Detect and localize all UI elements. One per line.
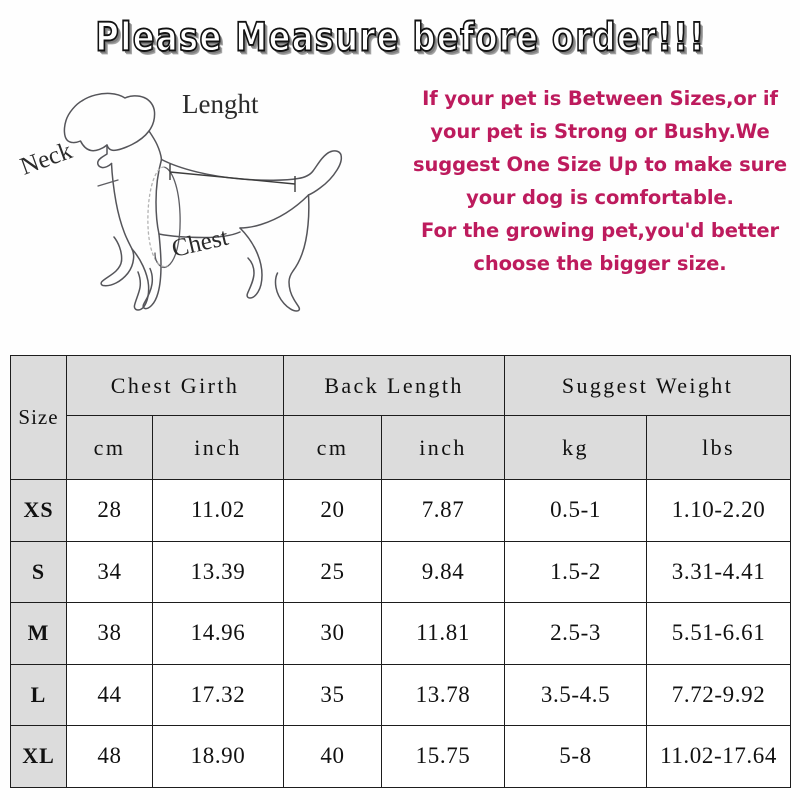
sizing-advice-note: If your pet is Between Sizes,or if your …	[404, 82, 796, 280]
cell-back-cm: 30	[283, 602, 383, 665]
cell-chest-cm: 28	[66, 479, 153, 542]
note-line-4: your dog is comfortable.	[466, 186, 734, 209]
cell-chest-cm: 38	[66, 602, 153, 665]
neck-label: Neck	[17, 137, 76, 181]
cell-back-inch: 13.78	[381, 663, 506, 726]
page-title: Please Measure before order!!!	[94, 13, 706, 61]
header-weight-kg: kg	[504, 415, 648, 480]
cell-back-cm: 40	[283, 725, 383, 788]
size-chart-table: Size Chest Girth Back Length Suggest Wei…	[10, 355, 792, 788]
cell-chest-inch: 18.90	[151, 725, 285, 788]
table-row: XS 28 11.02 20 7.87 0.5-1 1.10-2.20	[10, 479, 792, 542]
length-measure-bar	[169, 164, 296, 192]
cell-size: S	[10, 540, 67, 603]
cell-back-cm: 35	[283, 663, 383, 726]
dog-measurement-diagram: Lenght Neck Chest	[6, 62, 406, 337]
header-chest-cm: cm	[66, 415, 153, 480]
cell-size: XL	[10, 725, 67, 788]
cell-weight-kg: 0.5-1	[504, 479, 648, 542]
note-line-6: choose the bigger size.	[473, 252, 727, 275]
cell-back-inch: 9.84	[381, 540, 506, 603]
cell-chest-inch: 14.96	[151, 602, 285, 665]
table-body: XS 28 11.02 20 7.87 0.5-1 1.10-2.20 S 34…	[10, 479, 792, 788]
chest-girth-ellipse	[147, 166, 181, 269]
cell-weight-kg: 5-8	[504, 725, 648, 788]
cell-back-cm: 20	[283, 479, 383, 542]
length-label: Lenght	[182, 89, 259, 119]
note-line-3: suggest One Size Up to make sure	[412, 153, 788, 176]
cell-chest-cm: 44	[66, 663, 153, 726]
header-back-inch: inch	[381, 415, 506, 480]
cell-back-inch: 11.81	[381, 602, 506, 665]
cell-size: L	[10, 663, 67, 726]
cell-weight-kg: 1.5-2	[504, 540, 648, 603]
table-row: S 34 13.39 25 9.84 1.5-2 3.31-4.41	[10, 540, 792, 603]
header-back-cm: cm	[283, 415, 383, 480]
cell-size: M	[10, 602, 67, 665]
cell-weight-lbs: 1.10-2.20	[646, 479, 792, 542]
header-back-length: Back Length	[283, 355, 506, 416]
table-row: XL 48 18.90 40 15.75 5-8 11.02-17.64	[10, 725, 792, 788]
header-weight-lbs: lbs	[646, 415, 792, 480]
cell-back-inch: 7.87	[381, 479, 506, 542]
note-line-2: your pet is Strong or Bushy.We	[430, 120, 770, 143]
dog-belly-line	[142, 158, 263, 310]
cell-weight-kg: 3.5-4.5	[504, 663, 648, 726]
table-header-group-row: Size Chest Girth Back Length Suggest Wei…	[10, 355, 792, 480]
cell-chest-inch: 11.02	[151, 479, 285, 542]
note-line-1: If your pet is Between Sizes,or if	[422, 87, 778, 110]
dog-back-line	[160, 150, 343, 312]
cell-weight-lbs: 3.31-4.41	[646, 540, 792, 603]
header-chest-inch: inch	[151, 415, 285, 480]
table-header-unit-row: cm inch cm inch kg lbs	[11, 415, 792, 480]
header-size: Size	[10, 355, 67, 480]
title-banner: Please Measure before order!!!	[0, 13, 800, 61]
dog-outline-svg: Lenght Neck Chest	[17, 89, 343, 312]
cell-chest-inch: 17.32	[151, 663, 285, 726]
neck-leader-line	[97, 179, 119, 187]
header-suggest-weight: Suggest Weight	[504, 355, 792, 416]
table-row: L 44 17.32 35 13.78 3.5-4.5 7.72-9.92	[10, 663, 792, 726]
cell-back-cm: 25	[283, 540, 383, 603]
table-row: M 38 14.96 30 11.81 2.5-3 5.51-6.61	[10, 602, 792, 665]
table-head: Size Chest Girth Back Length Suggest Wei…	[10, 355, 792, 480]
cell-weight-kg: 2.5-3	[504, 602, 648, 665]
dog-body-outline	[63, 92, 163, 311]
cell-chest-cm: 48	[66, 725, 153, 788]
cell-weight-lbs: 5.51-6.61	[646, 602, 792, 665]
cell-back-inch: 15.75	[381, 725, 506, 788]
cell-weight-lbs: 7.72-9.92	[646, 663, 792, 726]
cell-weight-lbs: 11.02-17.64	[646, 725, 792, 788]
header-chest-girth: Chest Girth	[65, 355, 285, 416]
cell-chest-cm: 34	[66, 540, 153, 603]
chest-label: Chest	[169, 224, 231, 263]
cell-size: XS	[10, 479, 67, 542]
cell-chest-inch: 13.39	[151, 540, 285, 603]
note-line-5: For the growing pet,you'd better	[421, 219, 779, 242]
